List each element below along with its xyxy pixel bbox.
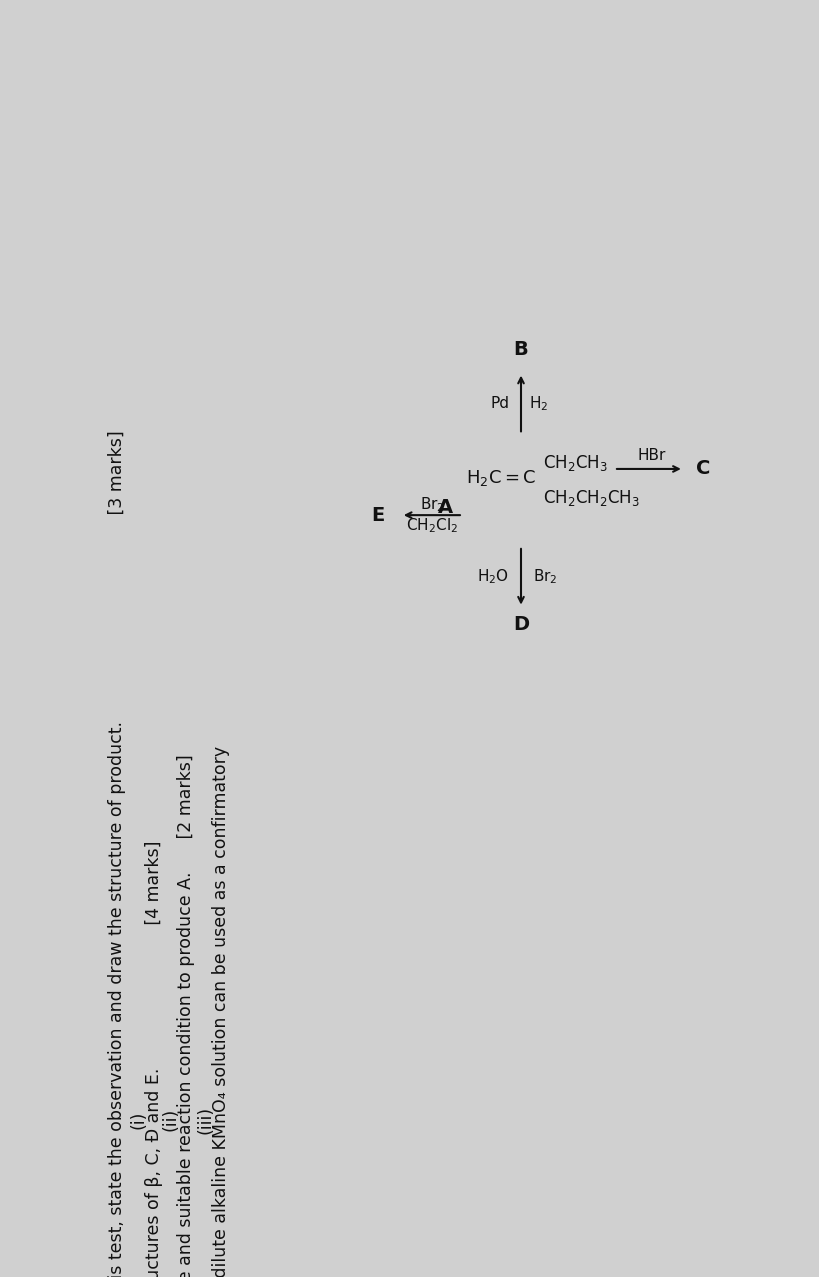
Text: H$_2$: H$_2$	[528, 395, 547, 412]
Text: (i): (i)	[129, 1111, 147, 1129]
Text: Reaction of Α with cold dilute alkaline KMnO₄ solution can be used as a confirma: Reaction of Α with cold dilute alkaline …	[212, 746, 230, 1277]
Text: C: C	[695, 460, 709, 479]
Text: (ii): (ii)	[162, 1108, 180, 1131]
Text: Br$_2$: Br$_2$	[419, 495, 444, 513]
Text: Br$_2$: Br$_2$	[532, 567, 556, 586]
Text: CH$_2$CH$_2$CH$_3$: CH$_2$CH$_2$CH$_3$	[542, 488, 639, 508]
Text: A: A	[437, 498, 452, 517]
Text: (iii): (iii)	[197, 1106, 215, 1134]
Text: H$_2$C$=$C: H$_2$C$=$C	[465, 469, 536, 488]
Text: H$_2$O: H$_2$O	[477, 567, 509, 586]
Text: CH$_2$CH$_3$: CH$_2$CH$_3$	[542, 453, 607, 472]
Text: Draw the structures of β, С, Đ and Ε.                          [4 marks]: Draw the structures of β, С, Đ and Ε. [4…	[145, 840, 163, 1277]
Text: Suggest an alkyl halide and suitable reaction condition to produce Α.      [2 ma: Suggest an alkyl halide and suitable rea…	[177, 755, 195, 1277]
Text: CH$_2$Cl$_2$: CH$_2$Cl$_2$	[405, 517, 458, 535]
Text: [3 marks]: [3 marks]	[107, 430, 125, 839]
Text: Pd: Pd	[490, 396, 509, 411]
Text: E: E	[370, 506, 384, 525]
Text: test for an alkene. Name this test, state the observation and draw the structure: test for an alkene. Name this test, stat…	[107, 722, 125, 1277]
Text: B: B	[513, 340, 527, 359]
Text: HBr: HBr	[636, 447, 664, 462]
Text: D: D	[513, 616, 528, 633]
